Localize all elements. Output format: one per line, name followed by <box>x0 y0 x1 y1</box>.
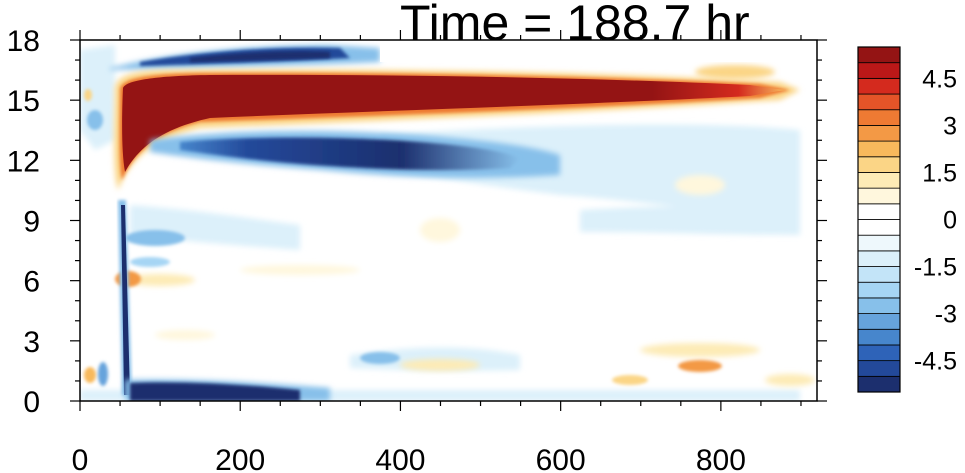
colorbar-cell <box>857 360 901 377</box>
colorbar-label: 4.5 <box>922 65 957 93</box>
colorbar-cell <box>857 328 901 346</box>
x-tick-label: 800 <box>696 444 746 473</box>
colorbar-frame <box>857 46 901 393</box>
y-tick-label: 15 <box>7 85 40 118</box>
colorbar-label: -1.5 <box>914 254 957 282</box>
colorbar-cell <box>857 172 901 189</box>
moderate-negative-spots <box>87 110 400 386</box>
x-tick-label: 0 <box>72 444 89 473</box>
colorbar-cell <box>857 219 901 236</box>
colorbar-cell <box>857 156 901 173</box>
colorbar-cell <box>857 313 901 330</box>
y-tick-label: 12 <box>7 145 40 178</box>
x-tick-label: 400 <box>375 444 425 473</box>
weak-positive-regions <box>125 65 815 386</box>
colorbar-cell <box>857 203 901 220</box>
y-tick-label: 6 <box>23 266 40 299</box>
y-axis: 0 3 6 9 12 15 18 <box>7 25 827 419</box>
y-tick-label: 18 <box>7 25 40 58</box>
colorbar-label: -3 <box>935 301 957 329</box>
colorbar-cell <box>857 93 901 111</box>
colorbar-cell <box>857 140 901 158</box>
y-tick-label: 9 <box>23 206 40 239</box>
negative-vertical-column <box>118 200 132 395</box>
colorbar-labels: 4.5 3 1.5 0 -1.5 -3 -4.5 <box>914 65 957 375</box>
x-axis: 0 200 400 600 800 <box>72 30 802 473</box>
title-backdrop <box>380 41 817 62</box>
positive-band-upper <box>114 69 800 190</box>
colorbar-label: 0 <box>943 207 957 235</box>
colorbar-cell <box>857 46 901 64</box>
colorbar-label: 3 <box>943 112 957 140</box>
colorbar-label: -4.5 <box>914 348 957 376</box>
y-tick-label: 0 <box>23 386 40 419</box>
y-tick-label: 3 <box>23 326 40 359</box>
colorbar-cell <box>857 266 901 283</box>
colorbar-cell <box>857 281 901 299</box>
colorbar-cell <box>857 62 901 79</box>
colorbar-label: 1.5 <box>922 159 957 187</box>
colorbar-cell <box>857 77 901 95</box>
x-tick-label: 600 <box>536 444 586 473</box>
negative-band-below <box>150 130 560 178</box>
colorbar-cell <box>857 250 901 267</box>
chart-title: Time = 188.7 hr <box>400 0 750 51</box>
colorbar-cell <box>857 125 901 142</box>
x-tick-label: 200 <box>215 444 265 473</box>
negative-band-surface <box>125 379 330 401</box>
colorbar-cell <box>857 234 901 252</box>
negative-band-top <box>110 45 380 70</box>
colorbar-cell <box>857 109 901 126</box>
colorbar <box>857 46 901 393</box>
colorbar-cell <box>857 187 901 205</box>
colorbar-cell <box>857 297 901 314</box>
colorbar-cell <box>857 344 901 362</box>
heatmap-field <box>80 40 817 401</box>
colorbar-cell <box>857 375 901 393</box>
